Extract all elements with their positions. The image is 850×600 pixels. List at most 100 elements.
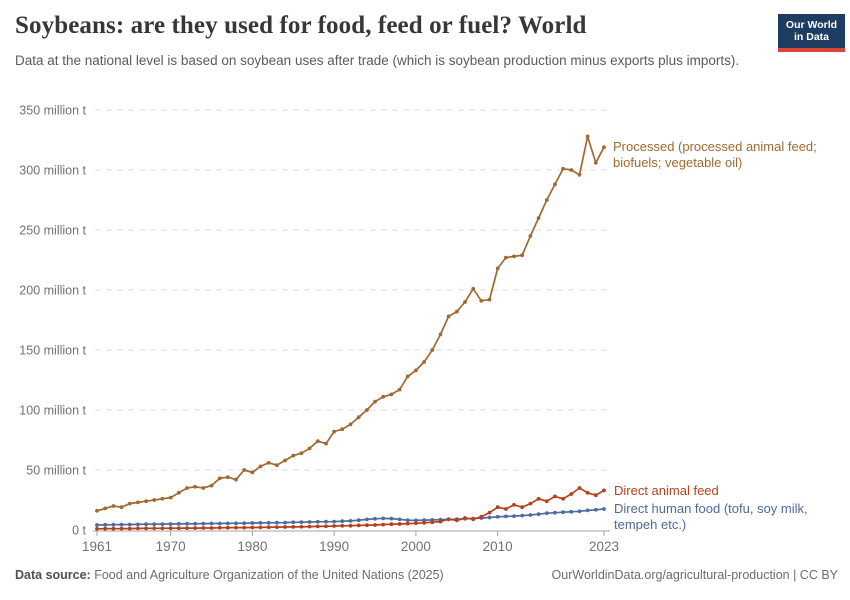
data-point-direct-human-1962[interactable]: [103, 522, 108, 527]
data-point-processed-processed-2007[interactable]: [471, 286, 476, 291]
data-point-processed-processed-2010[interactable]: [495, 266, 500, 271]
data-point-direct-human-1996[interactable]: [381, 516, 386, 521]
data-point-direct-human-1997[interactable]: [389, 516, 394, 521]
data-point-direct-human-2019[interactable]: [569, 509, 574, 514]
data-point-processed-processed-1991[interactable]: [340, 427, 345, 432]
series-label-human-food[interactable]: Direct human food (tofu, soy milk, tempe…: [614, 501, 844, 533]
data-point-direct-animal-1997[interactable]: [389, 522, 394, 527]
data-point-direct-animal-2019[interactable]: [569, 492, 574, 496]
data-point-direct-human-2000[interactable]: [414, 518, 418, 523]
data-point-processed-processed-2021[interactable]: [585, 134, 590, 139]
data-point-direct-human-2014[interactable]: [528, 513, 533, 517]
data-point-direct-human-1973[interactable]: [193, 521, 198, 526]
data-point-direct-human-1983[interactable]: [275, 520, 279, 525]
data-point-direct-human-1976[interactable]: [217, 521, 222, 526]
data-point-direct-animal-1996[interactable]: [381, 522, 386, 527]
data-point-processed-processed-1981[interactable]: [258, 464, 263, 469]
data-point-direct-human-1967[interactable]: [144, 522, 149, 527]
series-label-processed[interactable]: Processed (processed animal feed; biofue…: [613, 139, 843, 171]
data-point-direct-human-1998[interactable]: [397, 517, 402, 522]
data-point-processed-processed-2005[interactable]: [454, 309, 459, 314]
data-point-direct-human-1990[interactable]: [332, 519, 336, 524]
data-point-direct-animal-2007[interactable]: [471, 517, 476, 522]
data-point-processed-processed-2003[interactable]: [438, 332, 443, 337]
data-point-direct-human-1994[interactable]: [365, 517, 369, 522]
data-point-direct-animal-2018[interactable]: [561, 496, 565, 501]
data-point-processed-processed-2020[interactable]: [577, 172, 582, 177]
data-point-direct-human-2020[interactable]: [577, 509, 582, 514]
data-point-direct-animal-2002[interactable]: [430, 520, 435, 525]
data-point-direct-animal-1990[interactable]: [332, 524, 336, 528]
data-point-direct-human-1989[interactable]: [324, 519, 328, 524]
data-point-direct-animal-2008[interactable]: [479, 514, 484, 519]
data-point-direct-animal-1972[interactable]: [185, 526, 189, 530]
data-point-direct-human-1972[interactable]: [185, 521, 189, 526]
data-point-processed-processed-1973[interactable]: [193, 484, 198, 489]
data-point-direct-human-1986[interactable]: [299, 520, 304, 525]
data-point-direct-animal-2006[interactable]: [463, 516, 467, 520]
data-point-direct-human-1987[interactable]: [307, 520, 312, 524]
series-line-processed-processed[interactable]: [96, 135, 605, 512]
data-point-direct-animal-2000[interactable]: [414, 521, 418, 526]
data-point-direct-animal-2016[interactable]: [544, 499, 549, 504]
data-point-processed-processed-1964[interactable]: [119, 505, 124, 510]
data-point-direct-animal-1968[interactable]: [152, 526, 157, 531]
data-point-direct-animal-2023[interactable]: [602, 488, 606, 493]
data-point-direct-human-1978[interactable]: [234, 521, 238, 526]
data-point-direct-animal-2020[interactable]: [577, 486, 582, 490]
data-point-direct-animal-2003[interactable]: [438, 519, 443, 524]
data-point-direct-human-1988[interactable]: [315, 519, 320, 524]
data-point-direct-animal-1964[interactable]: [119, 526, 124, 531]
data-point-processed-processed-1987[interactable]: [307, 446, 312, 451]
data-point-direct-human-1981[interactable]: [258, 521, 263, 525]
data-point-processed-processed-1985[interactable]: [291, 453, 296, 458]
data-point-direct-human-1966[interactable]: [136, 522, 140, 527]
data-point-processed-processed-1972[interactable]: [185, 486, 189, 490]
data-point-processed-processed-1975[interactable]: [209, 483, 214, 488]
data-point-direct-human-1999[interactable]: [405, 518, 410, 523]
data-point-processed-processed-1989[interactable]: [324, 441, 328, 446]
data-point-direct-animal-1998[interactable]: [397, 522, 402, 526]
data-point-processed-processed-2019[interactable]: [569, 168, 574, 172]
data-point-direct-human-2010[interactable]: [495, 514, 500, 519]
data-point-direct-animal-1983[interactable]: [275, 525, 279, 529]
data-point-direct-human-1995[interactable]: [373, 516, 377, 521]
data-point-direct-human-2023[interactable]: [602, 507, 606, 511]
data-point-direct-animal-2017[interactable]: [553, 494, 557, 499]
data-point-direct-human-1993[interactable]: [356, 518, 361, 523]
data-point-direct-human-1992[interactable]: [348, 519, 353, 523]
data-point-direct-animal-1977[interactable]: [225, 525, 230, 530]
data-point-processed-processed-2006[interactable]: [463, 300, 467, 304]
data-point-processed-processed-1969[interactable]: [160, 496, 165, 501]
data-point-processed-processed-2013[interactable]: [520, 253, 525, 258]
data-point-direct-animal-1995[interactable]: [373, 523, 377, 527]
data-point-direct-animal-1962[interactable]: [103, 526, 108, 531]
data-point-direct-animal-2022[interactable]: [593, 493, 598, 498]
data-point-direct-animal-1963[interactable]: [111, 526, 116, 531]
data-point-processed-processed-1980[interactable]: [250, 470, 255, 475]
data-point-direct-human-1977[interactable]: [225, 521, 230, 526]
data-point-processed-processed-1979[interactable]: [242, 468, 247, 472]
data-point-processed-processed-1997[interactable]: [389, 392, 394, 397]
data-point-direct-animal-2014[interactable]: [528, 501, 533, 506]
data-point-direct-human-2021[interactable]: [585, 508, 590, 513]
data-point-processed-processed-1993[interactable]: [356, 415, 361, 420]
data-point-direct-animal-2004[interactable]: [446, 517, 451, 522]
data-point-direct-animal-1992[interactable]: [348, 523, 353, 528]
data-point-direct-animal-1965[interactable]: [127, 526, 132, 531]
data-point-direct-animal-1970[interactable]: [168, 526, 173, 531]
data-point-direct-human-1971[interactable]: [176, 522, 181, 526]
data-point-direct-human-2022[interactable]: [593, 507, 598, 512]
data-point-processed-processed-1984[interactable]: [283, 458, 287, 463]
data-point-direct-animal-1994[interactable]: [365, 523, 369, 528]
data-point-direct-animal-1991[interactable]: [340, 523, 345, 528]
data-point-direct-animal-1989[interactable]: [324, 524, 328, 529]
data-point-processed-processed-1982[interactable]: [266, 460, 271, 465]
data-point-processed-processed-1992[interactable]: [348, 422, 353, 427]
data-point-processed-processed-1988[interactable]: [315, 439, 320, 444]
data-point-processed-processed-1965[interactable]: [127, 501, 132, 506]
data-point-processed-processed-2022[interactable]: [593, 160, 598, 165]
data-point-direct-human-1963[interactable]: [111, 522, 116, 527]
data-point-direct-animal-1961[interactable]: [95, 526, 99, 531]
data-point-processed-processed-2002[interactable]: [430, 348, 435, 352]
